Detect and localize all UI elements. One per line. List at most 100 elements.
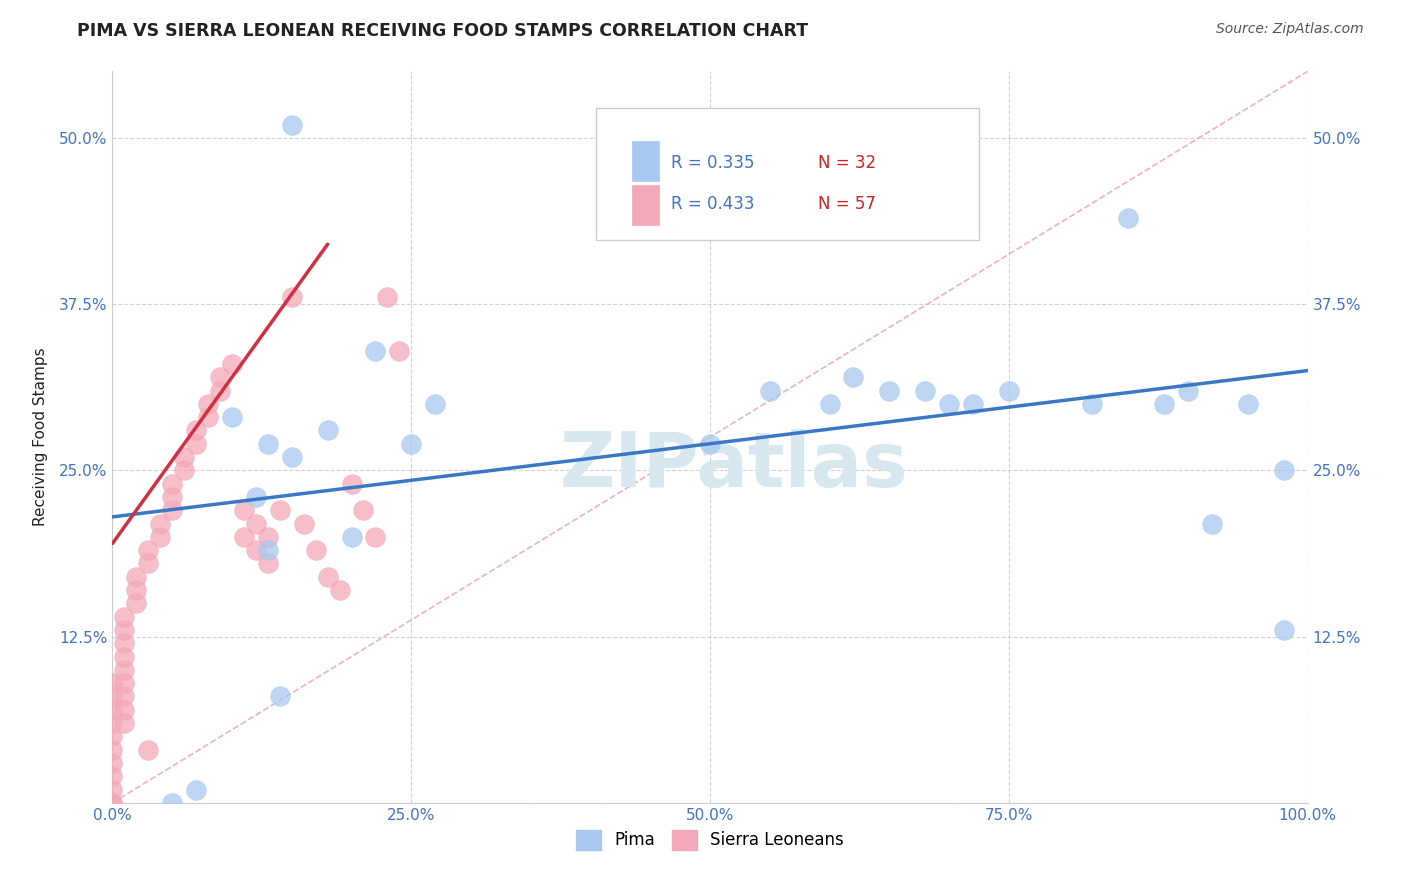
FancyBboxPatch shape	[633, 185, 658, 225]
Point	[281, 290, 304, 304]
Point	[162, 490, 183, 504]
Point	[162, 796, 183, 810]
Point	[101, 729, 124, 743]
Point	[186, 424, 208, 438]
Point	[221, 357, 243, 371]
Point	[197, 410, 219, 425]
Point	[138, 543, 160, 558]
Point	[149, 530, 172, 544]
Point	[938, 397, 960, 411]
Point	[101, 796, 124, 810]
Point	[1201, 516, 1223, 531]
Point	[329, 582, 352, 597]
Point	[138, 557, 160, 571]
Point	[149, 516, 172, 531]
Point	[173, 463, 195, 477]
Point	[197, 397, 219, 411]
Point	[759, 164, 782, 178]
Point	[101, 769, 124, 783]
Point	[245, 490, 267, 504]
Point	[1153, 397, 1175, 411]
Point	[914, 384, 936, 398]
Text: N = 57: N = 57	[818, 195, 876, 213]
Point	[388, 343, 411, 358]
Point	[316, 424, 339, 438]
Point	[1177, 384, 1199, 398]
Point	[340, 476, 363, 491]
Point	[114, 690, 135, 704]
Point	[269, 690, 291, 704]
Point	[101, 796, 124, 810]
Point	[114, 623, 135, 637]
FancyBboxPatch shape	[633, 141, 658, 181]
Point	[101, 703, 124, 717]
Point	[1081, 397, 1104, 411]
Point	[281, 118, 304, 132]
Point	[818, 397, 841, 411]
Point	[1118, 211, 1140, 225]
Text: N = 32: N = 32	[818, 153, 876, 172]
Point	[114, 609, 135, 624]
Point	[364, 530, 387, 544]
Point	[125, 582, 148, 597]
Point	[114, 716, 135, 731]
Point	[186, 436, 208, 450]
Point	[257, 436, 280, 450]
Point	[114, 636, 135, 650]
Text: R = 0.433: R = 0.433	[671, 195, 754, 213]
Point	[1272, 463, 1295, 477]
Point	[340, 530, 363, 544]
Point	[425, 397, 447, 411]
Text: PIMA VS SIERRA LEONEAN RECEIVING FOOD STAMPS CORRELATION CHART: PIMA VS SIERRA LEONEAN RECEIVING FOOD ST…	[77, 22, 808, 40]
Point	[245, 543, 267, 558]
Point	[1237, 397, 1260, 411]
Point	[125, 596, 148, 610]
Point	[114, 663, 135, 677]
Point	[101, 756, 124, 770]
Point	[233, 530, 256, 544]
Point	[209, 370, 232, 384]
Point	[233, 503, 256, 517]
Point	[101, 690, 124, 704]
Point	[257, 557, 280, 571]
Point	[962, 397, 984, 411]
Point	[245, 516, 267, 531]
Point	[352, 503, 374, 517]
Point	[114, 676, 135, 690]
Point	[114, 649, 135, 664]
Point	[101, 716, 124, 731]
Point	[1272, 623, 1295, 637]
Point	[138, 742, 160, 756]
Point	[101, 676, 124, 690]
Point	[114, 703, 135, 717]
Point	[257, 530, 280, 544]
Point	[305, 543, 328, 558]
Point	[292, 516, 315, 531]
Point	[316, 570, 339, 584]
Y-axis label: Receiving Food Stamps: Receiving Food Stamps	[32, 348, 48, 526]
Point	[101, 782, 124, 797]
Point	[879, 384, 901, 398]
Text: R = 0.335: R = 0.335	[671, 153, 754, 172]
Point	[257, 543, 280, 558]
Point	[998, 384, 1021, 398]
Point	[186, 782, 208, 797]
FancyBboxPatch shape	[596, 108, 979, 240]
Point	[221, 410, 243, 425]
Point	[401, 436, 423, 450]
Point	[209, 384, 232, 398]
Point	[101, 742, 124, 756]
Point	[162, 476, 183, 491]
Point	[699, 436, 721, 450]
Text: Source: ZipAtlas.com: Source: ZipAtlas.com	[1216, 22, 1364, 37]
Point	[377, 290, 399, 304]
Point	[759, 384, 782, 398]
Point	[125, 570, 148, 584]
Point	[842, 370, 865, 384]
Point	[281, 450, 304, 464]
Text: ZIPatlas: ZIPatlas	[560, 429, 908, 503]
Point	[269, 503, 291, 517]
Point	[364, 343, 387, 358]
Point	[173, 450, 195, 464]
Point	[162, 503, 183, 517]
